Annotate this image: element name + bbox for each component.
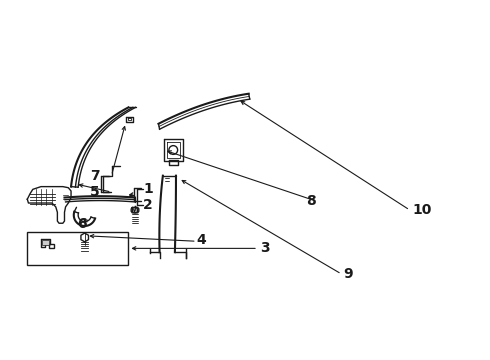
Text: 1: 1: [143, 183, 153, 196]
Text: 6: 6: [77, 217, 86, 231]
Text: 7: 7: [90, 169, 100, 183]
Text: 3: 3: [260, 242, 270, 255]
Bar: [42, 240, 49, 245]
Text: 4: 4: [197, 233, 206, 247]
Bar: [49, 244, 53, 248]
Text: 9: 9: [343, 267, 353, 281]
Bar: [27, 232, 128, 265]
Text: 8: 8: [306, 194, 316, 208]
Text: 10: 10: [413, 203, 432, 217]
Text: 5: 5: [90, 185, 100, 199]
Text: 2: 2: [143, 198, 153, 212]
